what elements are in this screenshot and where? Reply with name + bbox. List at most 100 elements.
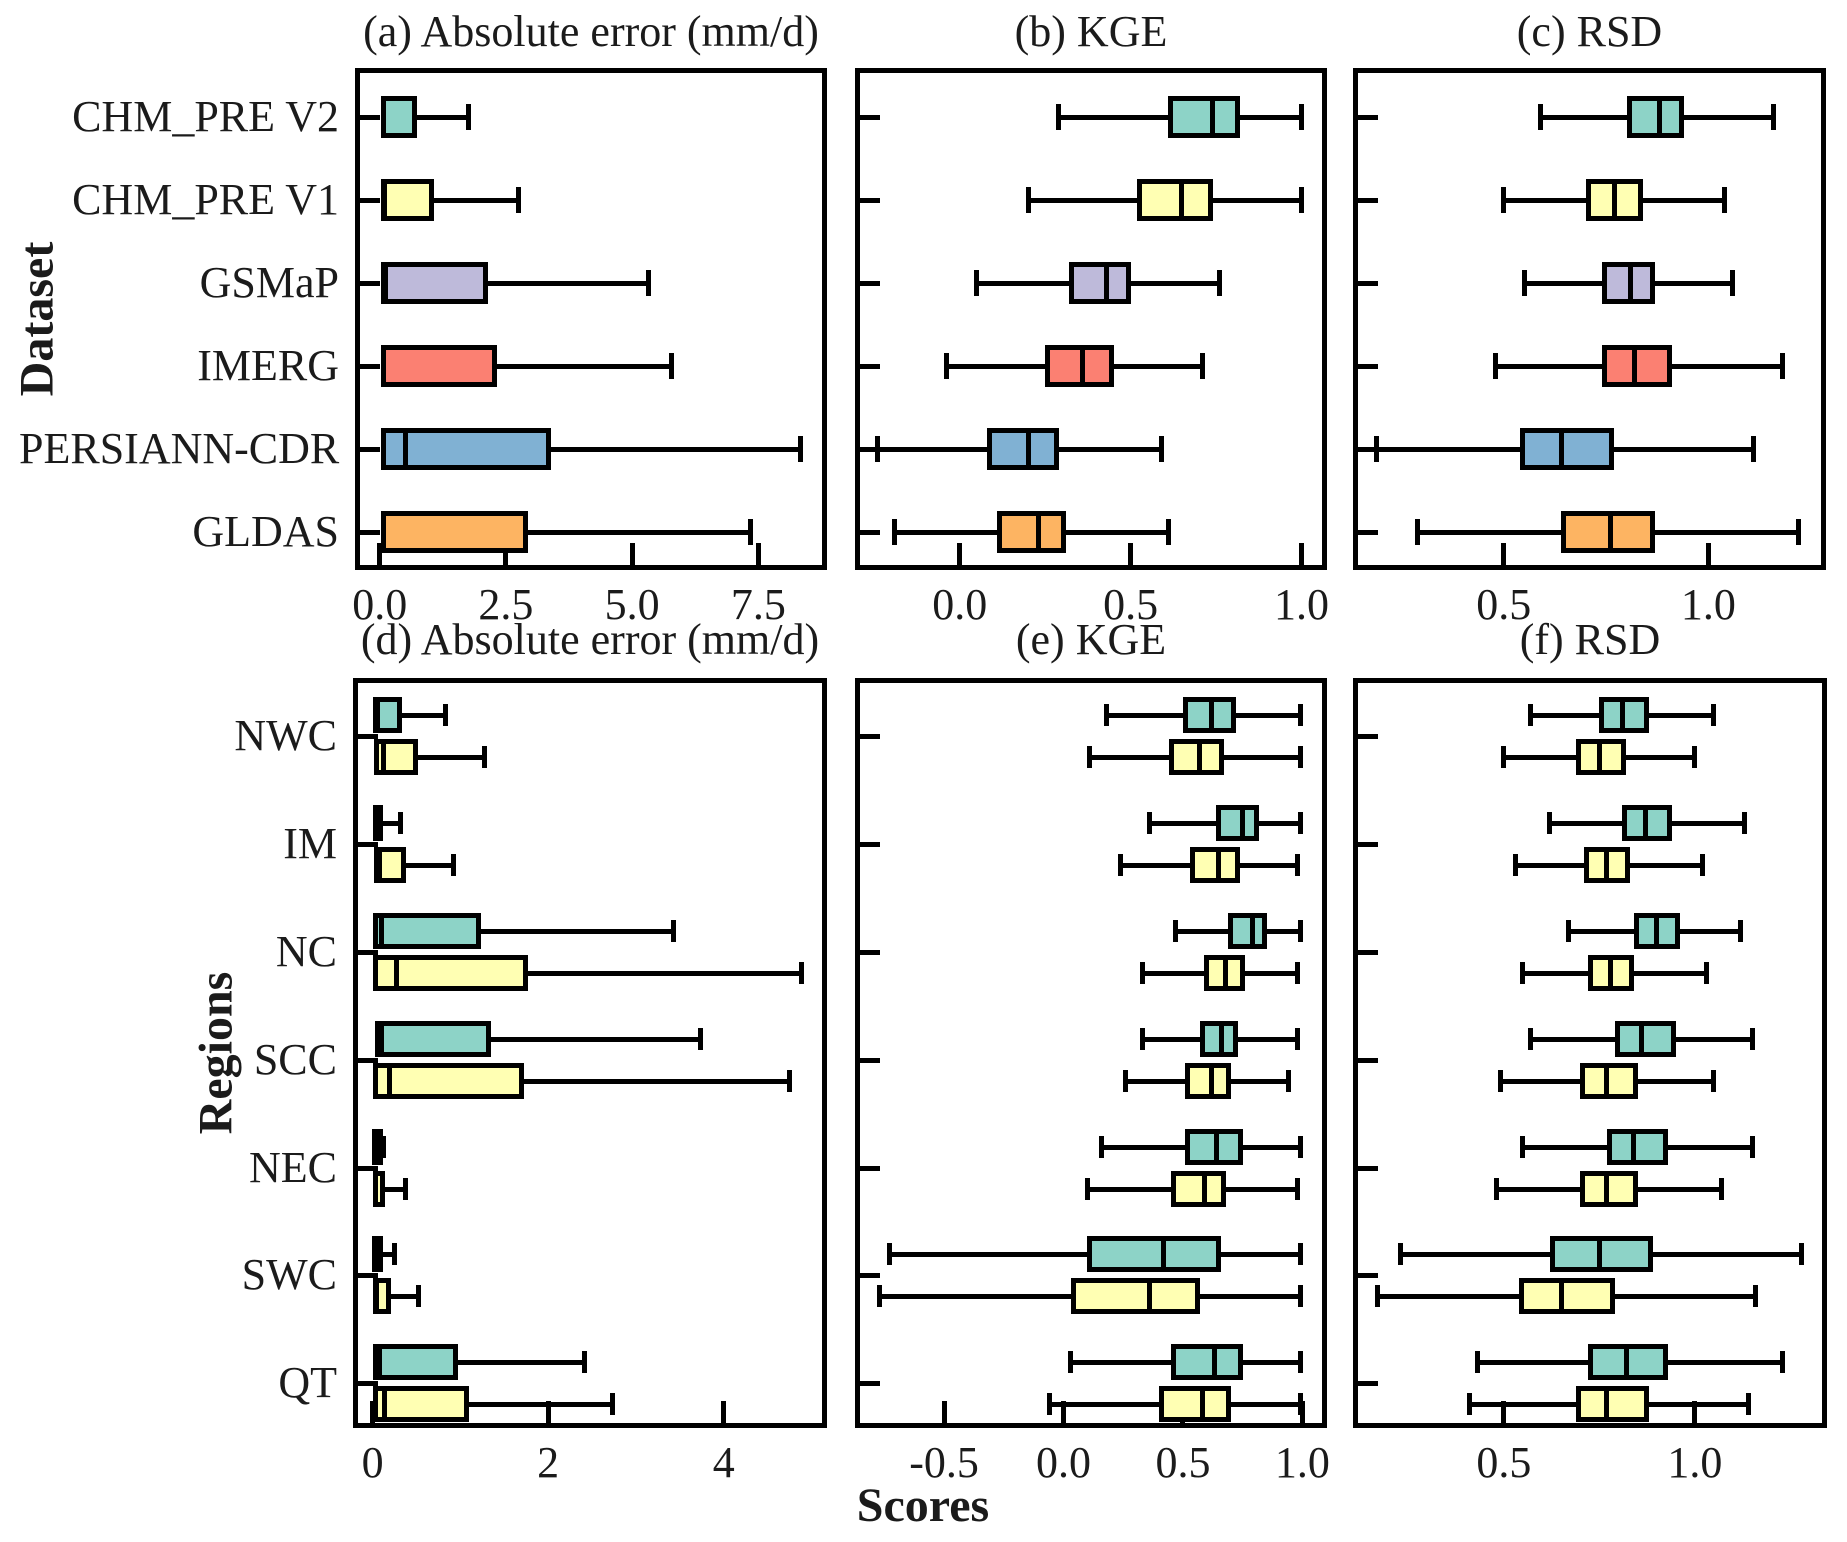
whisker-line-high: [1266, 928, 1301, 934]
whisker-line-high: [528, 529, 751, 535]
y-tick-mark: [860, 114, 880, 120]
whisker-line-high: [1671, 363, 1783, 369]
x-tick-label: 4: [712, 1438, 735, 1487]
median-line: [1211, 1344, 1217, 1380]
whisker-line-high: [1212, 197, 1302, 203]
y-tick-label-QT: QT: [278, 1358, 337, 1407]
median-line: [1558, 428, 1564, 470]
whisker-cap-high: [1199, 353, 1205, 379]
whisker-cap-low: [1147, 812, 1153, 834]
whisker-cap-low: [1025, 187, 1031, 213]
median-line: [1223, 955, 1229, 991]
whisker-cap-high: [1297, 812, 1303, 834]
x-tick-mark: [1692, 1401, 1698, 1423]
whisker-line-low: [1417, 529, 1562, 535]
whisker-line-low: [1495, 363, 1602, 369]
whisker-line-high: [1675, 1036, 1753, 1042]
whisker-line-high: [1225, 1186, 1298, 1192]
whisker-line-high: [1642, 197, 1725, 203]
whisker-line-low: [1089, 754, 1169, 760]
whisker-line-high: [469, 1401, 613, 1407]
median-line: [403, 428, 409, 470]
whisker-line-high: [406, 862, 454, 868]
x-tick-label: 0.5: [1155, 1438, 1211, 1487]
y-tick-mark: [360, 197, 380, 203]
whisker-line-high: [527, 970, 802, 976]
x-tick-mark: [721, 1401, 727, 1423]
whisker-cap-low: [1528, 1028, 1534, 1050]
whisker-line-high: [1637, 1078, 1714, 1084]
panel-plot-area-e: [860, 683, 1322, 1423]
whisker-cap-high: [1779, 353, 1785, 379]
whisker-cap-low: [1501, 746, 1507, 768]
whisker-line-low: [1106, 712, 1183, 718]
y-tick-mark: [360, 363, 380, 369]
whisker-cap-low: [1415, 519, 1421, 545]
whisker-line-low: [1515, 862, 1585, 868]
y-tick-label-NEC: NEC: [249, 1143, 337, 1192]
whisker-cap-high: [1297, 746, 1303, 768]
median-line: [1104, 262, 1110, 304]
whisker-line-high: [1668, 1359, 1783, 1365]
boxplot-box-QT: [372, 1344, 458, 1380]
median-line: [1179, 179, 1185, 221]
whisker-cap-high: [1692, 746, 1698, 768]
whisker-line-high: [1230, 1078, 1289, 1084]
median-line: [1654, 913, 1660, 949]
median-line: [1035, 511, 1041, 553]
whisker-line-high: [457, 1359, 585, 1365]
whisker-line-low: [1142, 970, 1205, 976]
whisker-cap-high: [1295, 1178, 1301, 1200]
whisker-line-high: [401, 712, 446, 718]
whisker-cap-high: [797, 436, 803, 462]
median-line: [377, 1344, 383, 1380]
whisker-line-low: [1058, 114, 1169, 120]
boxplot-box-IM: [1190, 847, 1241, 883]
x-tick-mark: [1061, 1401, 1067, 1423]
median-line: [381, 345, 387, 387]
whisker-cap-low: [1173, 920, 1179, 942]
y-tick-mark: [360, 280, 380, 286]
whisker-cap-high: [1703, 962, 1709, 984]
y-tick-mark: [860, 733, 880, 739]
boxplot-box-NWC: [1168, 739, 1224, 775]
x-axis-label-scores: Scores: [856, 1479, 990, 1532]
y-tick-mark: [358, 841, 378, 847]
whisker-cap-high: [516, 187, 522, 213]
whisker-cap-high: [1799, 1243, 1805, 1265]
panel-title-f: (f) RSD: [1519, 615, 1661, 664]
whisker-line-high: [480, 928, 674, 934]
whisker-line-high: [1655, 529, 1799, 535]
whisker-line-low: [1070, 1359, 1172, 1365]
whisker-line-high: [1240, 862, 1298, 868]
median-line: [1632, 345, 1638, 387]
whisker-cap-high: [668, 353, 674, 379]
whisker-line-high: [1633, 970, 1707, 976]
whisker-cap-high: [1285, 1070, 1291, 1092]
y-tick-mark: [860, 529, 880, 535]
whisker-cap-high: [671, 920, 677, 942]
whisker-cap-high: [1298, 104, 1304, 130]
panel-plot-area-c: [1358, 73, 1821, 565]
y-tick-mark: [1358, 363, 1378, 369]
whisker-cap-low: [1520, 1136, 1526, 1158]
y-tick-mark: [860, 841, 880, 847]
panel-title-e: (e) KGE: [1015, 615, 1167, 664]
whisker-line-low: [1477, 1359, 1588, 1365]
whisker-cap-low: [1512, 854, 1518, 876]
boxplot-box-CHM_PRE-V2: [1168, 96, 1240, 138]
median-line: [393, 955, 399, 991]
x-tick-label: 0.5: [1103, 580, 1159, 629]
x-tick-label: 1.0: [1274, 1438, 1330, 1487]
boxplot-box-CHM_PRE-V1: [1137, 179, 1213, 221]
y-tick-label-IMERG: IMERG: [197, 341, 339, 390]
whisker-line-low: [1549, 820, 1623, 826]
whisker-cap-low: [1104, 704, 1110, 726]
median-line: [372, 1171, 378, 1207]
y-tick-mark: [358, 1380, 378, 1386]
whisker-cap-high: [398, 812, 404, 834]
whisker-line-high: [383, 820, 401, 826]
y-tick-label-NC: NC: [275, 927, 337, 976]
whisker-cap-high: [581, 1351, 587, 1373]
panel-title-c: (c) RSD: [1516, 7, 1663, 56]
